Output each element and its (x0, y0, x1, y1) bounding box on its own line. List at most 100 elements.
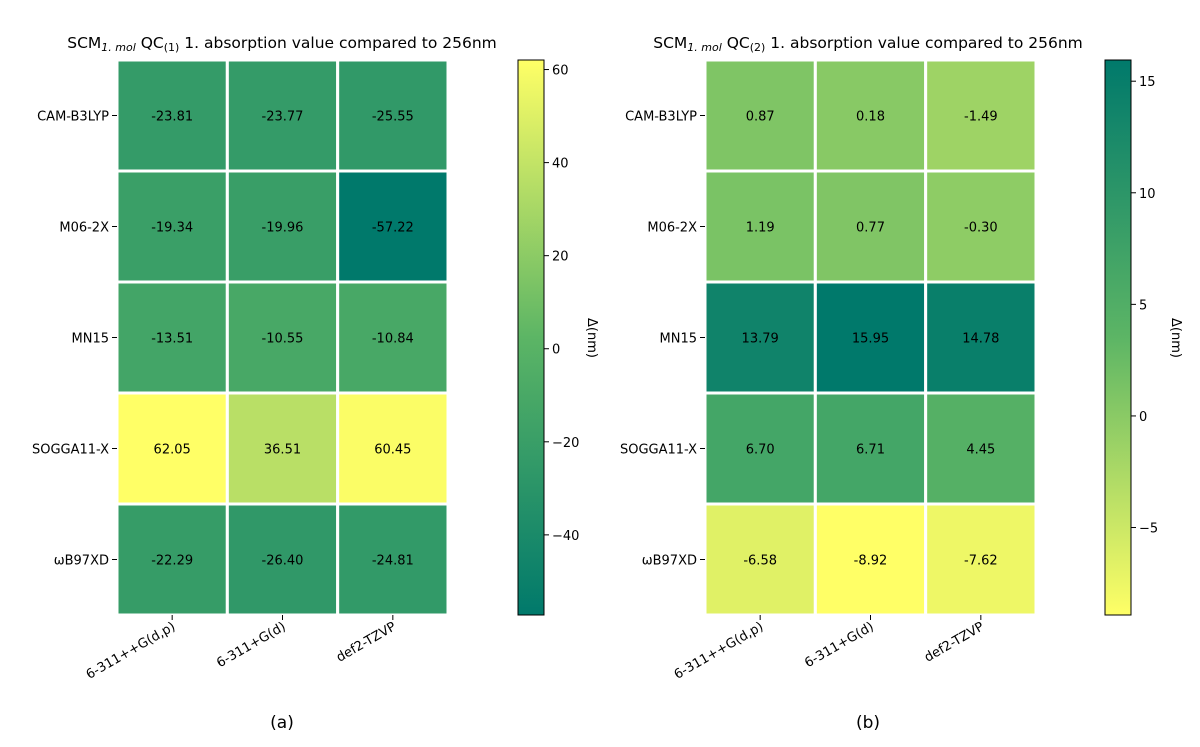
colorbar-tick-label: −20 (552, 436, 579, 451)
cell-value-label: 6.70 (746, 443, 775, 458)
colorbar-tick-label: 5 (1139, 298, 1147, 313)
heatmap-cell (225, 280, 340, 395)
title-b-mid: QC (722, 34, 750, 52)
heatmap-panel-a: SCM1. mol QC(1) 1. absorption value comp… (32, 34, 599, 733)
colorbar-tick-label: 60 (552, 64, 569, 79)
column-labels-a: 6-311++G(d,p) 6-311+G(d) def2-TZVP (84, 615, 399, 683)
title-a-mid: QC (136, 34, 164, 52)
cell-value-label: 15.95 (852, 332, 889, 347)
cell-value-label: -10.84 (372, 332, 414, 347)
heatmap-cell (813, 502, 928, 617)
cell-value-label: -22.29 (151, 554, 193, 569)
colorbar-a-label: Δ(nm) (584, 318, 599, 358)
row-labels-b: CAM-B3LYP M06-2X MN15 SOGGA11-X ωB97XD (620, 110, 705, 569)
colorbar-a: −40 −20 0 20 40 60 Δ(nm) (517, 59, 599, 616)
cell-value-label: -19.34 (151, 221, 193, 236)
colorbar-a-ticks: −40 −20 0 20 40 60 (544, 64, 579, 544)
cell-value-label: -1.49 (964, 110, 998, 125)
column-label: def2-TZVP (334, 619, 399, 665)
colorbar-tick-label: −40 (552, 529, 579, 544)
row-label: ωB97XD (54, 554, 109, 569)
cell-value-label: 36.51 (264, 443, 301, 458)
cell-value-label: -23.77 (262, 110, 304, 125)
cell-value-label: -0.30 (964, 221, 998, 236)
colorbar-tick-label: −5 (1139, 522, 1158, 537)
cell-value-label: 1.19 (746, 221, 775, 236)
heatmap-cell (924, 169, 1038, 284)
column-label: 6-311+G(d) (214, 619, 288, 671)
colorbar-tick-label: 20 (552, 250, 569, 265)
row-label: ωB97XD (642, 554, 697, 569)
row-label: SOGGA11-X (620, 443, 697, 458)
column-label: 6-311+G(d) (802, 619, 876, 671)
cell-value-label: 0.87 (746, 110, 775, 125)
heatmap-cell (336, 391, 450, 506)
colorbar-tick-label: 40 (552, 157, 569, 172)
panel-label-b: (b) (856, 713, 880, 733)
title-a-sub2: (1) (164, 41, 180, 54)
column-label: 6-311++G(d,p) (84, 619, 178, 682)
heatmap-cells-a: -23.81 -23.77 -25.55 -19.34 -19.96 -57.22 -13.… (115, 58, 450, 617)
column-label: 6-311++G(d,p) (672, 619, 766, 682)
heatmap-cell (225, 58, 340, 173)
heatmap-panel-b: SCM1. mol QC(2) 1. absorption value comp… (620, 34, 1183, 733)
cell-value-label: -6.58 (743, 554, 777, 569)
chart-title-b: SCM1. mol QC(2) 1. absorption value comp… (653, 34, 1083, 54)
colorbar-b: −5 0 5 10 15 Δ(nm) (1104, 59, 1183, 616)
cell-value-label: 4.45 (966, 443, 995, 458)
title-a-rest: 1. absorption value compared to 256nm (179, 34, 496, 52)
cell-value-label: -24.81 (372, 554, 414, 569)
heatmap-cells-b: 0.87 0.18 -1.49 1.19 0.77 -0.30 13.79 15.95 14.7… (703, 58, 1038, 617)
colorbar-tick-label: 15 (1139, 75, 1156, 90)
title-a-base: SCM (67, 34, 101, 52)
cell-value-label: 62.05 (154, 443, 191, 458)
cell-value-label: 13.79 (742, 332, 779, 347)
row-label: M06-2X (59, 221, 109, 236)
cell-value-label: 6.71 (856, 443, 885, 458)
cell-value-label: 0.18 (856, 110, 885, 125)
cell-value-label: -19.96 (262, 221, 304, 236)
cell-value-label: -26.40 (262, 554, 304, 569)
title-a-sub1: 1. mol (101, 41, 136, 54)
cell-value-label: 0.77 (856, 221, 885, 236)
row-label: MN15 (660, 332, 697, 347)
title-b-sub2: (2) (750, 41, 766, 54)
cell-value-label: -8.92 (854, 554, 888, 569)
row-label: SOGGA11-X (32, 443, 109, 458)
heatmap-cell (924, 280, 1038, 395)
colorbar-tick-label: 0 (1139, 410, 1147, 425)
colorbar-tick-label: 0 (552, 343, 560, 358)
title-b-base: SCM (653, 34, 687, 52)
panel-label-a: (a) (270, 713, 294, 733)
row-label: M06-2X (647, 221, 697, 236)
colorbar-a-fill (517, 59, 545, 616)
cell-value-label: 14.78 (962, 332, 999, 347)
heatmap-cell (924, 391, 1038, 506)
heatmap-cell (703, 58, 817, 173)
cell-value-label: 60.45 (374, 443, 411, 458)
heatmap-cell (813, 280, 928, 395)
column-labels-b: 6-311++G(d,p) 6-311+G(d) def2-TZVP (672, 615, 987, 683)
column-label: def2-TZVP (922, 619, 987, 665)
colorbar-tick-label: 10 (1139, 187, 1156, 202)
heatmap-cell (703, 391, 817, 506)
cell-value-label: -57.22 (372, 221, 414, 236)
title-b-sub1: 1. mol (687, 41, 722, 54)
cell-value-label: -13.51 (151, 332, 193, 347)
title-b-rest: 1. absorption value compared to 256nm (765, 34, 1082, 52)
row-label: CAM-B3LYP (37, 110, 109, 125)
row-label: MN15 (72, 332, 109, 347)
row-labels-a: CAM-B3LYP M06-2X MN15 SOGGA11-X ωB97XD (32, 110, 117, 569)
chart-title-a: SCM1. mol QC(1) 1. absorption value comp… (67, 34, 497, 54)
colorbar-b-label: Δ(nm) (1168, 318, 1183, 358)
cell-value-label: -25.55 (372, 110, 414, 125)
cell-value-label: -23.81 (151, 110, 193, 125)
row-label: CAM-B3LYP (625, 110, 697, 125)
cell-value-label: -10.55 (262, 332, 304, 347)
colorbar-b-ticks: −5 0 5 10 15 (1131, 75, 1158, 537)
colorbar-b-fill (1104, 59, 1132, 616)
heatmap-cell (336, 169, 450, 284)
heatmap-cell (225, 502, 340, 617)
heatmap-cell (924, 502, 1038, 617)
